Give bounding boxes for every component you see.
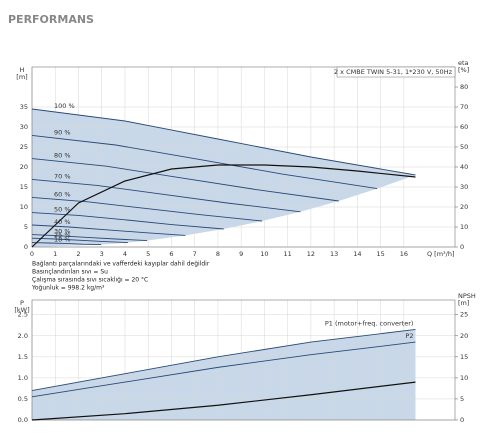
x-tick-label: 9 [239,250,243,258]
note: Basınçlandırılan sıvı = Su [32,269,108,276]
y-tick-label: 5 [24,223,28,231]
y2-tick-label: 25 [460,311,468,319]
y-tick-label: 0 [24,243,28,251]
curve-label: 18 % [54,236,71,244]
y2-tick-label: 20 [460,332,468,340]
y-tick-label: 35 [20,103,28,111]
note: Yoğunluk = 998.2 kg/m³ [31,285,105,292]
curve [31,212,224,230]
operating-range [32,329,416,420]
x-tick-label: 8 [216,250,220,258]
chart-title: 2 x CMBE TWIN 5-31, 1*230 V, 50Hz [334,68,453,76]
curve-label: 80 % [54,152,71,160]
y-tick-label: 1.0 [18,374,28,382]
curve [31,178,301,213]
curve [31,234,148,242]
y-tick-label: 0.0 [18,416,28,424]
curve-label: P2 [405,332,413,340]
y-axis-label: H [20,66,25,74]
note: Çalışma sırasında sıvı sıcaklığı = 20 °C [32,277,148,284]
curve [31,329,416,391]
y2-tick-label: 0 [460,243,464,251]
y2-tick-label: 70 [460,103,468,111]
y2-tick-label: 60 [460,123,468,131]
y-tick-label: 2.0 [18,332,28,340]
note: Bağlantı parçalarındaki ve vafferdeki ka… [32,261,210,268]
plot-frame [31,66,456,248]
curve [31,242,102,246]
operating-range [32,109,416,247]
x-tick-label: 1 [53,250,57,258]
x-tick-label: 15 [376,250,384,258]
y-tick-label: 30 [20,123,28,131]
curve-label: 25 % [54,231,71,239]
curve-label: 50 % [54,206,71,214]
y-axis-label: P [20,299,24,307]
plot-frame [31,299,456,421]
x-tick-label: 0 [30,250,34,258]
curve-label: 90 % [54,128,71,136]
x-tick-label: 11 [284,250,292,258]
curve [31,134,378,190]
x-tick-label: 14 [353,250,361,258]
y2-tick-label: 10 [460,374,468,382]
curve [31,164,416,248]
y2-axis-unit: [m] [458,299,469,307]
title-box [336,66,456,78]
curve [31,108,416,176]
y-tick-label: 15 [20,183,28,191]
y-axis-unit: [m] [16,73,27,81]
y2-tick-label: 20 [460,203,468,211]
curve-label: 30 % [54,228,71,236]
y2-tick-label: 10 [460,223,468,231]
y2-tick-label: 40 [460,163,468,171]
curve [31,158,339,202]
page-header: PERFORMANS [8,13,94,26]
x-tick-label: 3 [100,250,104,258]
x-tick-label: 10 [260,250,268,258]
y2-axis-label: NPSH [458,292,476,300]
curve [31,196,263,222]
x-tick-label: 13 [330,250,338,258]
y2-tick-label: 5 [460,395,464,403]
y2-tick-label: 50 [460,143,468,151]
curve [31,341,416,398]
y2-tick-label: 15 [460,353,468,361]
x-tick-label: 16 [400,250,408,258]
y2-tick-label: 30 [460,183,468,191]
x-tick-label: 12 [307,250,315,258]
curve [31,224,186,236]
y2-tick-label: 0 [460,416,464,424]
y-tick-label: 20 [20,163,28,171]
y-tick-label: 1.5 [18,353,28,361]
y-axis-unit: [kW] [14,306,29,314]
curve-label: P1 (motor+freq. converter) [325,319,414,327]
x-axis-label: Q [m³/h] [427,250,455,258]
y2-axis-label: eta [458,59,469,67]
y2-axis-unit: [%] [458,66,469,74]
curve-label: 100 % [54,102,75,110]
curve [31,381,416,421]
curve [31,237,128,244]
y-tick-label: 0.5 [18,395,28,403]
curve-label: 70 % [54,172,71,180]
x-tick-label: 6 [169,250,173,258]
curve-label: 40 % [54,218,71,226]
x-tick-label: 7 [193,250,197,258]
y-tick-label: 10 [20,203,28,211]
y-tick-label: 25 [20,143,28,151]
x-tick-label: 4 [123,250,127,258]
curve-label: 60 % [54,190,71,198]
y2-tick-label: 80 [460,83,468,91]
y-tick-label: 2.5 [18,311,28,319]
x-tick-label: 5 [146,250,150,258]
x-tick-label: 2 [76,250,80,258]
